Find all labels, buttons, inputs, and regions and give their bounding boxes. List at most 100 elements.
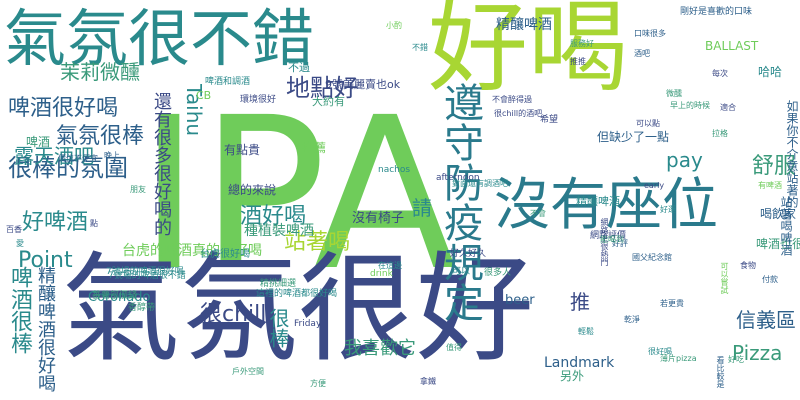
word-cloud-word: 很棒 (266, 308, 290, 348)
word-cloud-word: 好逛 (660, 205, 676, 214)
word-cloud-word: 輕鬆 (578, 327, 594, 336)
word-cloud-word: 蕃薯部價錢 (92, 291, 138, 301)
word-cloud-word: 可以點 (636, 119, 660, 128)
word-cloud-word: 國父紀念館 (632, 253, 672, 262)
word-cloud-word: 9號美麗賣也ok (325, 78, 401, 91)
word-cloud-word: 食物 (740, 261, 756, 270)
word-cloud-word: 戶外空間 (232, 367, 264, 376)
word-cloud-word: 方便 (310, 379, 326, 388)
word-cloud-word: 推 (570, 290, 590, 314)
word-cloud-word: 好吃 (728, 355, 744, 364)
word-cloud-word: 這裡的啤酒都很好喝 (256, 289, 338, 299)
word-cloud-word: 有啤酒 (758, 181, 782, 190)
word-cloud-word: 氣氛很不錯 (4, 2, 315, 75)
word-cloud-word: afternoon (436, 173, 480, 183)
word-cloud-word: beer (505, 293, 535, 308)
word-cloud-word: 不錯 (412, 43, 428, 52)
word-cloud-word: 沒有座位 (494, 173, 718, 238)
word-cloud-word: 精釀啤酒 (496, 17, 552, 33)
word-cloud-word: 不會 (530, 209, 546, 218)
word-cloud-word: 信義區 (736, 308, 796, 332)
word-cloud-word: 若更貴 (660, 299, 684, 308)
word-cloud-word: 可以 (452, 267, 471, 277)
word-cloud-word: 舒服 (752, 154, 797, 179)
word-cloud-word: early (644, 181, 665, 190)
word-cloud-word: 能喝到 (600, 235, 624, 244)
word-cloud-word: 啤酒 (26, 135, 51, 149)
word-cloud-word: 在這邊 (378, 261, 402, 270)
word-cloud-word: 大約有 (312, 95, 345, 108)
word-cloud-word: 百香 (6, 225, 22, 234)
word-cloud-word: 7號場的啤酒很不錯 (108, 271, 186, 281)
word-cloud-word: 還有很多很好喝的 (151, 92, 172, 236)
word-cloud-word: Taihu (182, 84, 206, 137)
word-cloud-word: 好啤酒 (22, 210, 89, 235)
word-cloud-word: Pizza (732, 341, 783, 365)
word-cloud-word: 精挑細選 (260, 279, 297, 289)
word-cloud-word: 微醺 (666, 89, 682, 98)
word-cloud-word: 剛好是喜歡的口味 (680, 7, 753, 17)
word-cloud-word: 每次 (712, 69, 728, 78)
word-cloud-word: 乾淨 (624, 315, 640, 324)
word-cloud-word: 環境很好 (240, 95, 277, 105)
word-cloud-word: 網路上很熱門 (600, 218, 609, 266)
word-cloud-word: 很chill的酒吧 (494, 109, 543, 118)
word-cloud-word: 對面還有調酒吧 (452, 179, 508, 188)
word-cloud-word: 氣氛很好 (62, 240, 535, 378)
word-cloud-word: 但缺少了一點 (597, 130, 670, 144)
word-cloud-word: 很chill (200, 302, 267, 327)
word-cloud-word: 小酌 (386, 21, 402, 30)
word-cloud-word: 茉莉微醺 (60, 60, 140, 84)
word-cloud-word: 口味很多 (634, 29, 666, 38)
word-cloud-word: 精釀啤酒很好喝 (35, 266, 56, 392)
word-cloud-word: 付款 (762, 275, 778, 284)
word-cloud-word: 看比較是 (716, 356, 725, 388)
word-cloud-word: 如果你不介意站著的 (785, 100, 799, 208)
word-cloud-word: 喝飲家 (760, 207, 797, 221)
word-cloud-word: 台虎很好喝 (200, 249, 250, 260)
word-cloud-word: CB (196, 89, 212, 102)
word-cloud-word: 不過 (288, 61, 310, 74)
word-cloud-word: 希望 (540, 115, 559, 125)
word-cloud-word: 香醇帶 (128, 303, 156, 313)
word-cloud-word: 有點貴 (224, 143, 261, 157)
word-cloud-word: 好喝 (428, 0, 628, 106)
word-cloud-word: Point (18, 248, 73, 273)
word-cloud-word: 好久好久 (450, 249, 487, 259)
word-cloud-word: 可以嘗試 (720, 262, 729, 294)
word-cloud-word: pay (666, 148, 703, 172)
word-cloud-word: 拿鐵 (420, 377, 436, 386)
word-cloud-word: 另外 (560, 369, 585, 383)
word-cloud-word: 種植裝啤酒 (244, 223, 314, 239)
word-cloud-word: 請 (412, 196, 432, 220)
word-cloud-word: 啤酒很好喝 (8, 96, 119, 121)
word-cloud-word: Coronado (88, 290, 151, 305)
word-cloud-word: 早上的時候 (670, 101, 710, 110)
word-cloud-word: 晚上 (104, 151, 120, 160)
word-cloud-word: 沒有椅子 (352, 211, 405, 226)
word-cloud-word: 價位不便宜 (58, 154, 98, 163)
word-cloud-word: 啤酒也很棒 (756, 237, 800, 251)
word-cloud-word: 愛 (16, 239, 24, 248)
word-cloud-word: 好評 (612, 239, 628, 248)
word-cloud-word: Landmark (544, 355, 615, 371)
word-cloud-word: 哈哈 (758, 65, 783, 79)
word-cloud-word: 精釀啤酒 (576, 195, 620, 208)
word-cloud-word: nachos (378, 165, 411, 175)
word-cloud-word: 不會醉得過 (492, 95, 532, 104)
word-cloud-word: 遵守防疫規定 (437, 82, 483, 322)
word-cloud-word: 很棒的氛圍 (8, 154, 128, 182)
word-cloud-word: 總的來說 (228, 183, 277, 197)
word-cloud-word: 推薦 (302, 141, 327, 155)
word-cloud-word: 朋友 (130, 185, 146, 194)
word-cloud-word: 點 (90, 219, 98, 228)
word-cloud-word: 啤酒和調酒 (205, 77, 251, 87)
word-cloud-word: 7號場的啤酒很好喝 (106, 267, 184, 277)
word-cloud-word: 薄片pizza (660, 354, 697, 363)
word-cloud-word: 啤酒很棒 (7, 266, 32, 354)
word-cloud-word: 露天酒吧 (14, 144, 94, 168)
word-cloud-word: 服務好 (570, 39, 594, 48)
word-cloud-word: 台虎的啤酒真的很好喝 (122, 243, 262, 259)
word-cloud-word: 網路評價 (590, 231, 627, 241)
word-cloud-word: 酒吧 (634, 49, 650, 58)
